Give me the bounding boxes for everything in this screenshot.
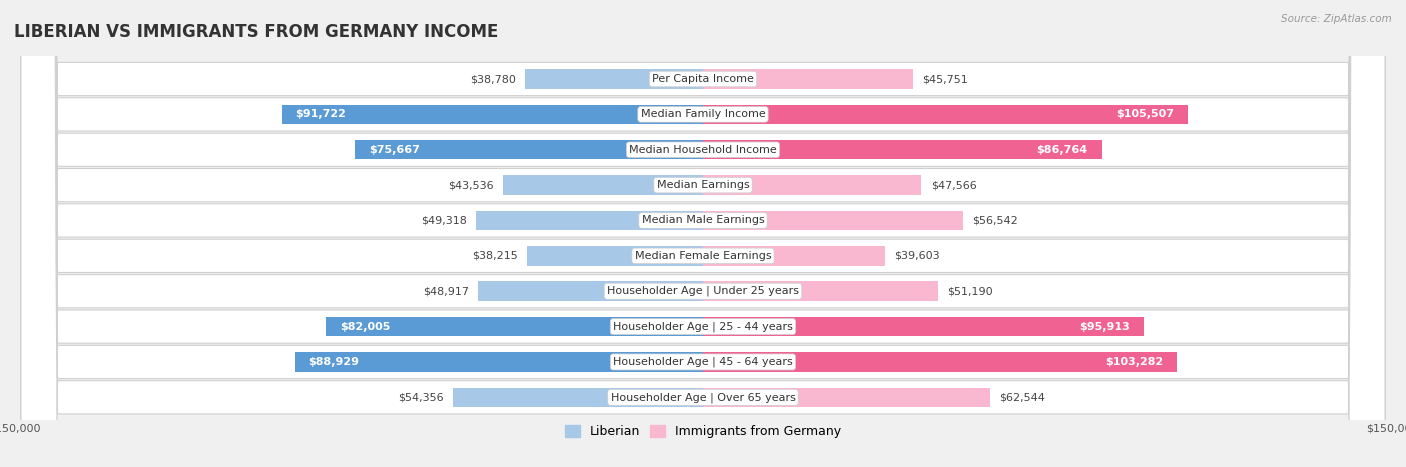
- Text: $38,215: $38,215: [472, 251, 519, 261]
- Bar: [294, 352, 703, 372]
- FancyBboxPatch shape: [21, 0, 1385, 467]
- Text: $82,005: $82,005: [340, 322, 391, 332]
- FancyBboxPatch shape: [21, 0, 1385, 467]
- Text: $105,507: $105,507: [1116, 109, 1174, 120]
- Bar: [478, 282, 703, 301]
- Bar: [281, 105, 703, 124]
- Bar: [453, 388, 703, 407]
- Bar: [503, 176, 703, 195]
- Text: $49,318: $49,318: [422, 215, 467, 226]
- Bar: [356, 140, 703, 160]
- FancyBboxPatch shape: [21, 0, 1385, 467]
- Text: Householder Age | 45 - 64 years: Householder Age | 45 - 64 years: [613, 357, 793, 367]
- Bar: [703, 176, 921, 195]
- Bar: [326, 317, 703, 336]
- Text: LIBERIAN VS IMMIGRANTS FROM GERMANY INCOME: LIBERIAN VS IMMIGRANTS FROM GERMANY INCO…: [14, 23, 499, 42]
- Text: Median Female Earnings: Median Female Earnings: [634, 251, 772, 261]
- Text: Median Male Earnings: Median Male Earnings: [641, 215, 765, 226]
- Text: Median Household Income: Median Household Income: [628, 145, 778, 155]
- FancyBboxPatch shape: [21, 0, 1385, 467]
- Legend: Liberian, Immigrants from Germany: Liberian, Immigrants from Germany: [560, 420, 846, 443]
- Text: $103,282: $103,282: [1105, 357, 1164, 367]
- Text: $45,751: $45,751: [922, 74, 969, 84]
- FancyBboxPatch shape: [21, 0, 1385, 467]
- Bar: [703, 211, 963, 230]
- Bar: [703, 317, 1143, 336]
- FancyBboxPatch shape: [21, 0, 1385, 467]
- Bar: [703, 140, 1101, 160]
- Text: $51,190: $51,190: [948, 286, 993, 296]
- Text: Source: ZipAtlas.com: Source: ZipAtlas.com: [1281, 14, 1392, 24]
- Text: $91,722: $91,722: [295, 109, 346, 120]
- Text: $75,667: $75,667: [370, 145, 420, 155]
- Text: Householder Age | 25 - 44 years: Householder Age | 25 - 44 years: [613, 321, 793, 332]
- Text: $54,356: $54,356: [398, 392, 444, 402]
- Text: Householder Age | Under 25 years: Householder Age | Under 25 years: [607, 286, 799, 297]
- Text: $38,780: $38,780: [470, 74, 516, 84]
- FancyBboxPatch shape: [21, 0, 1385, 467]
- Text: $88,929: $88,929: [308, 357, 360, 367]
- Text: $48,917: $48,917: [423, 286, 470, 296]
- Bar: [703, 282, 938, 301]
- Text: Median Family Income: Median Family Income: [641, 109, 765, 120]
- FancyBboxPatch shape: [21, 0, 1385, 467]
- Text: $39,603: $39,603: [894, 251, 939, 261]
- Text: Median Earnings: Median Earnings: [657, 180, 749, 190]
- FancyBboxPatch shape: [21, 0, 1385, 467]
- Bar: [703, 105, 1188, 124]
- Bar: [703, 352, 1177, 372]
- Text: $43,536: $43,536: [449, 180, 494, 190]
- FancyBboxPatch shape: [21, 0, 1385, 467]
- Text: $62,544: $62,544: [1000, 392, 1045, 402]
- Bar: [703, 388, 990, 407]
- Bar: [703, 69, 912, 89]
- Bar: [527, 246, 703, 266]
- Text: $56,542: $56,542: [972, 215, 1018, 226]
- Bar: [703, 246, 884, 266]
- Bar: [477, 211, 703, 230]
- Text: Per Capita Income: Per Capita Income: [652, 74, 754, 84]
- Text: $86,764: $86,764: [1036, 145, 1088, 155]
- Text: Householder Age | Over 65 years: Householder Age | Over 65 years: [610, 392, 796, 403]
- Bar: [524, 69, 703, 89]
- Text: $95,913: $95,913: [1078, 322, 1130, 332]
- Text: $47,566: $47,566: [931, 180, 976, 190]
